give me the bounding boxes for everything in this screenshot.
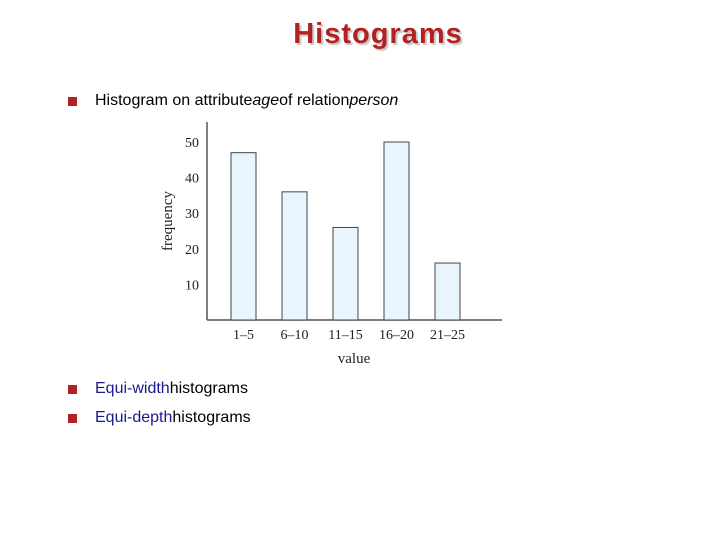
x-tick-label: 16–20 bbox=[379, 328, 414, 343]
bullet-square-icon bbox=[68, 384, 77, 394]
x-tick-label: 1–5 bbox=[233, 328, 254, 343]
y-tick-label: 20 bbox=[185, 243, 199, 258]
histogram-bar bbox=[383, 141, 410, 321]
bullet-text: histograms bbox=[172, 409, 251, 426]
y-tick-label: 30 bbox=[185, 207, 199, 222]
bullet-square-icon bbox=[68, 413, 77, 423]
keyword-equi-width: Equi-width bbox=[95, 380, 170, 397]
bullet-text: histograms bbox=[169, 380, 248, 397]
x-tick-label: 6–10 bbox=[281, 328, 309, 343]
bullet-equi-depth: Equi-depth histograms bbox=[68, 409, 251, 427]
y-axis-label: frequency bbox=[160, 191, 176, 251]
histogram-bar bbox=[281, 191, 308, 321]
bullet-text-pre: Histogram on attribute bbox=[95, 92, 253, 109]
slide-title: Histograms bbox=[293, 18, 463, 50]
x-tick-label: 21–25 bbox=[430, 328, 465, 343]
bullet-text-mid: of relation bbox=[279, 92, 350, 109]
y-tick-label: 50 bbox=[185, 136, 199, 151]
y-tick-label: 40 bbox=[185, 172, 199, 187]
bullet-equi-width: Equi-width histograms bbox=[68, 380, 248, 398]
x-axis-label: value bbox=[338, 351, 371, 367]
bullet-histogram-age: Histogram on attribute age of relation p… bbox=[68, 92, 398, 110]
bullet-square-icon bbox=[68, 96, 77, 106]
histogram-bar bbox=[332, 226, 359, 321]
keyword-equi-depth: Equi-depth bbox=[95, 409, 173, 426]
histogram-bar bbox=[230, 152, 257, 321]
y-tick-label: 10 bbox=[185, 278, 199, 293]
bullet-relation: person bbox=[349, 92, 399, 109]
bullet-attr: age bbox=[252, 92, 280, 109]
x-tick-label: 11–15 bbox=[328, 328, 362, 343]
histogram-bar bbox=[434, 262, 461, 321]
